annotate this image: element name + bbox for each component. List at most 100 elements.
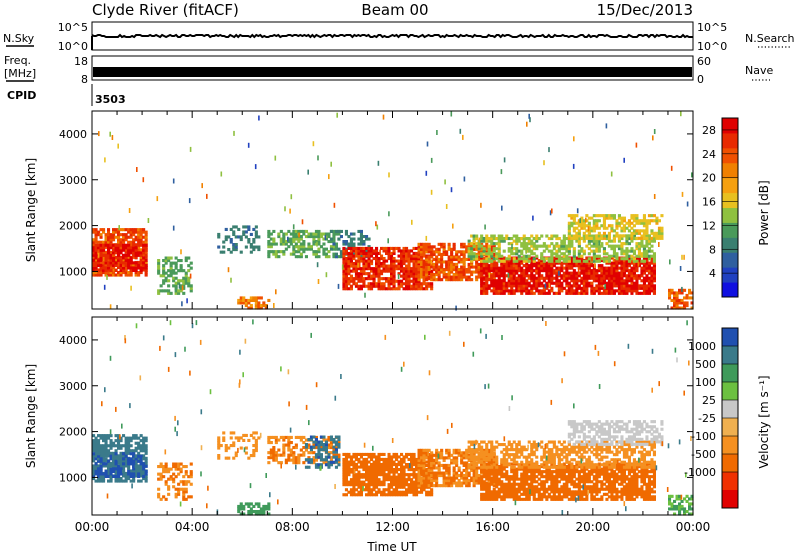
heatmap-cell: [99, 477, 103, 481]
heatmap-cell: [357, 483, 361, 487]
heatmap-cell: [359, 279, 363, 283]
heatmap-cell: [114, 444, 118, 448]
heatmap-cell: [530, 261, 534, 265]
heatmap-cell: [344, 279, 348, 283]
heatmap-cell: [582, 261, 586, 265]
heatmap-cell: [129, 457, 133, 461]
heatmap-cell: [117, 256, 121, 260]
heatmap-cell: [239, 446, 243, 450]
heatmap-cell: [144, 243, 148, 247]
heatmap-cell: [94, 266, 98, 270]
heatmap-cell: [560, 289, 564, 293]
heatmap-cell: [269, 232, 273, 236]
heatmap-speckle: [681, 191, 684, 197]
heatmap-speckle: [529, 117, 531, 123]
heatmap-cell: [97, 248, 101, 252]
heatmap-cell: [342, 240, 346, 244]
heatmap-cell: [592, 224, 596, 228]
heatmap-cell: [232, 456, 236, 460]
heatmap-cell: [144, 459, 148, 463]
heatmap-cell: [432, 250, 436, 254]
heatmap-cell: [482, 259, 486, 263]
heatmap-cell: [365, 463, 369, 467]
heatmap-cell: [500, 234, 504, 238]
heatmap-cell: [582, 271, 586, 275]
heatmap-cell: [537, 276, 541, 280]
heatmap-cell: [249, 245, 253, 249]
heatmap-cell: [317, 242, 321, 246]
heatmap-cell: [490, 252, 494, 256]
heatmap-cell: [545, 281, 549, 285]
heatmap-cell: [282, 252, 286, 256]
heatmap-cell: [385, 463, 389, 467]
heatmap-cell: [647, 289, 651, 293]
heatmap-cell: [465, 257, 469, 261]
heatmap-cell: [595, 242, 599, 246]
heatmap-cell: [642, 234, 646, 238]
heatmap-cell: [412, 264, 416, 268]
heatmap-cell: [515, 261, 519, 265]
heatmap-cell: [97, 474, 101, 478]
heatmap-cell: [417, 287, 421, 291]
heatmap-cell: [652, 234, 656, 238]
heatmap-cell: [390, 483, 394, 487]
heatmap-cell: [407, 269, 411, 273]
heatmap-cell: [314, 440, 318, 444]
heatmap-cell: [567, 242, 571, 246]
heatmap-cell: [117, 436, 121, 440]
heatmap-cell: [572, 261, 576, 265]
heatmap-cell: [257, 512, 261, 516]
heatmap-cell: [114, 261, 118, 265]
heatmap-cell: [342, 259, 346, 263]
heatmap-cell: [367, 267, 371, 271]
heatmap-cell: [632, 219, 636, 223]
heatmap-cell: [127, 261, 131, 265]
heatmap-cell: [337, 441, 341, 445]
heatmap-cell: [232, 232, 236, 236]
heatmap-cell: [347, 262, 351, 266]
heatmap-cell: [352, 460, 356, 464]
heatmap-cell: [640, 279, 644, 283]
heatmap-cell: [675, 301, 679, 305]
heatmap-cell: [274, 458, 278, 462]
heatmap-speckle: [576, 208, 579, 214]
heatmap-cell: [417, 242, 421, 246]
heatmap-cell: [647, 276, 651, 280]
heatmap-cell: [354, 264, 358, 268]
heatmap-cell: [377, 251, 381, 255]
heatmap-speckle: [106, 274, 108, 280]
heatmap-cell: [357, 470, 361, 474]
heatmap-cell: [577, 242, 581, 246]
heatmap-cell: [232, 248, 236, 252]
heatmap-cell: [605, 291, 609, 295]
heatmap-cell: [610, 254, 614, 258]
heatmap-cell: [342, 470, 346, 474]
heatmap-speckle: [604, 284, 606, 289]
heatmap-cell: [164, 467, 168, 471]
heatmap-cell: [117, 265, 121, 269]
heatmap-cell: [410, 468, 414, 472]
heatmap-cell: [515, 264, 519, 268]
heatmap-cell: [124, 441, 128, 445]
heatmap-cell: [642, 266, 646, 270]
heatmap-cell: [387, 465, 391, 469]
heatmap-cell: [124, 459, 128, 463]
heatmap-cell: [359, 240, 363, 244]
heatmap-cell: [179, 467, 183, 471]
heatmap-cell: [217, 436, 221, 440]
heatmap-cell: [425, 255, 429, 259]
heatmap-cell: [630, 249, 634, 253]
heatmap-cell: [392, 490, 396, 494]
heatmap-cell: [402, 455, 406, 459]
heatmap-cell: [142, 441, 146, 445]
heatmap-cell: [357, 254, 361, 258]
heatmap-cell: [179, 284, 183, 288]
heatmap-cell: [177, 490, 181, 494]
heatmap-cell: [117, 477, 121, 481]
heatmap-cell: [405, 287, 409, 291]
heatmap-cell: [244, 502, 248, 506]
heatmap-cell: [507, 259, 511, 263]
heatmap-cell: [485, 234, 489, 238]
heatmap-cell: [497, 256, 501, 260]
heatmap-cell: [515, 252, 519, 256]
